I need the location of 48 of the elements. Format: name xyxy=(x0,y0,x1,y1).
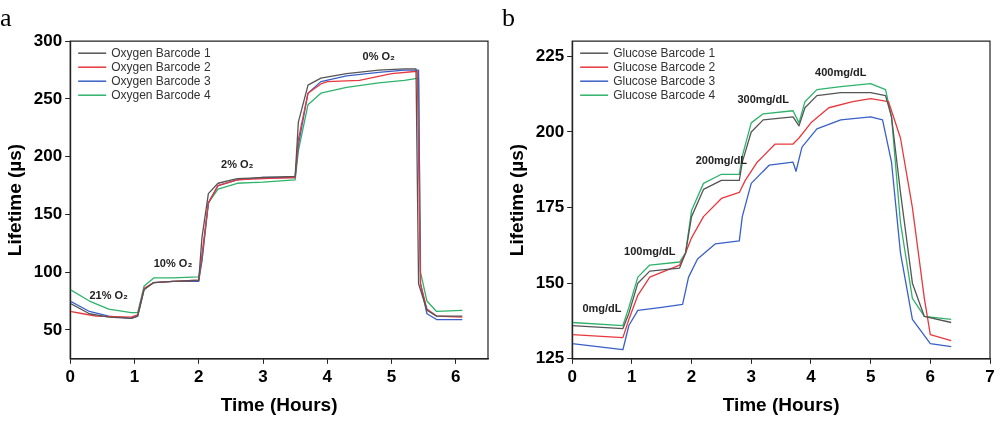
x-tick-label: 1 xyxy=(627,366,637,386)
y-tick-label: 150 xyxy=(535,272,565,292)
x-tick-label: 6 xyxy=(925,366,936,386)
legend-label: Oxygen Barcode 3 xyxy=(111,73,211,88)
y-tick-label: 200 xyxy=(535,121,565,141)
annotation: 300mg/dL xyxy=(737,93,790,106)
x-axis-title: Time (Hours) xyxy=(220,393,338,415)
legend-label: Oxygen Barcode 4 xyxy=(111,87,211,102)
x-tick-label: 4 xyxy=(806,366,817,386)
y-tick-label: 300 xyxy=(33,30,63,50)
x-tick-label: 2 xyxy=(686,366,697,386)
x-tick-label: 3 xyxy=(746,366,756,386)
legend-label: Glucose Barcode 3 xyxy=(613,73,716,88)
y-tick-label: 200 xyxy=(33,146,63,166)
legend-label: Oxygen Barcode 2 xyxy=(111,59,211,74)
y-tick-label: 150 xyxy=(33,204,63,224)
y-tick-label: 225 xyxy=(535,46,565,66)
annotation: 10% O₂ xyxy=(153,257,193,270)
legend-label: Oxygen Barcode 1 xyxy=(111,45,211,60)
annotation: 400mg/dL xyxy=(815,66,867,79)
x-tick-label: 4 xyxy=(322,366,333,386)
y-tick-label: 175 xyxy=(535,197,565,217)
x-tick-label: 5 xyxy=(386,366,397,386)
x-tick-label: 5 xyxy=(865,366,876,386)
annotation: 2% O₂ xyxy=(221,158,254,171)
annotation: 0mg/dL xyxy=(582,302,622,315)
x-tick-label: 1 xyxy=(129,366,140,386)
annotation: 0% O₂ xyxy=(362,49,396,62)
legend-label: Glucose Barcode 2 xyxy=(613,59,716,74)
x-tick-label: 0 xyxy=(65,366,75,386)
y-axis-title: Lifetime (µs) xyxy=(3,143,25,257)
x-tick-label: 3 xyxy=(258,366,268,386)
x-tick-label: 6 xyxy=(451,366,461,386)
y-tick-label: 100 xyxy=(33,261,63,281)
annotation: 100mg/dL xyxy=(624,244,676,257)
legend-label: Glucose Barcode 4 xyxy=(613,87,716,102)
y-axis-title: Lifetime (µs) xyxy=(505,143,527,257)
annotation: 21% O₂ xyxy=(89,288,129,301)
y-tick-label: 250 xyxy=(33,88,63,108)
chart-title: b xyxy=(502,3,515,33)
y-tick-label: 50 xyxy=(43,319,63,339)
chart-title: a xyxy=(0,3,12,33)
x-tick-label: 7 xyxy=(985,366,995,386)
legend-label: Glucose Barcode 1 xyxy=(613,45,716,60)
x-tick-label: 0 xyxy=(567,366,577,386)
y-tick-label: 125 xyxy=(535,348,565,368)
x-axis-title: Time (Hours) xyxy=(722,393,840,415)
x-tick-label: 2 xyxy=(193,366,204,386)
